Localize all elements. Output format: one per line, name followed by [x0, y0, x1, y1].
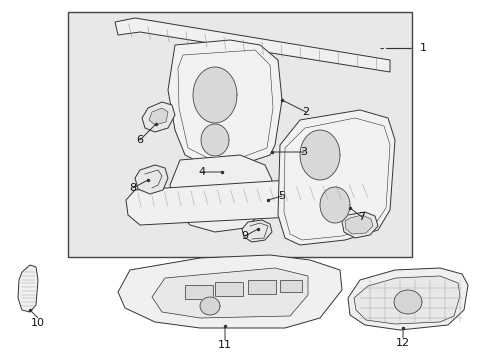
Polygon shape — [341, 212, 377, 238]
Polygon shape — [115, 18, 389, 72]
Text: 3: 3 — [300, 147, 307, 157]
Polygon shape — [393, 290, 421, 314]
Polygon shape — [135, 165, 168, 194]
Bar — [280, 280, 302, 292]
Bar — [247, 280, 275, 294]
Text: 12: 12 — [395, 338, 409, 348]
Text: 7: 7 — [358, 212, 365, 222]
Polygon shape — [149, 108, 168, 125]
Bar — [215, 282, 243, 296]
Polygon shape — [300, 130, 339, 180]
Polygon shape — [319, 187, 349, 223]
Text: 8: 8 — [129, 183, 136, 193]
Polygon shape — [142, 102, 175, 132]
Polygon shape — [126, 178, 384, 225]
Polygon shape — [168, 40, 282, 165]
Polygon shape — [347, 268, 467, 330]
Bar — [68, 12, 411, 257]
Polygon shape — [353, 276, 459, 324]
Polygon shape — [170, 155, 271, 232]
Text: 4: 4 — [198, 167, 205, 177]
Polygon shape — [345, 215, 372, 234]
Text: 11: 11 — [218, 340, 231, 350]
Polygon shape — [242, 220, 271, 242]
Text: 10: 10 — [31, 318, 45, 328]
Bar — [184, 285, 213, 299]
Polygon shape — [152, 268, 307, 318]
Text: 9: 9 — [241, 231, 248, 241]
Polygon shape — [18, 265, 38, 312]
Text: 6: 6 — [136, 135, 143, 145]
Polygon shape — [200, 297, 220, 315]
Text: 2: 2 — [302, 107, 309, 117]
Text: 5: 5 — [278, 191, 285, 201]
Polygon shape — [201, 124, 228, 156]
Polygon shape — [193, 67, 237, 123]
Polygon shape — [118, 255, 341, 328]
Polygon shape — [278, 110, 394, 245]
Text: 1: 1 — [419, 43, 426, 53]
